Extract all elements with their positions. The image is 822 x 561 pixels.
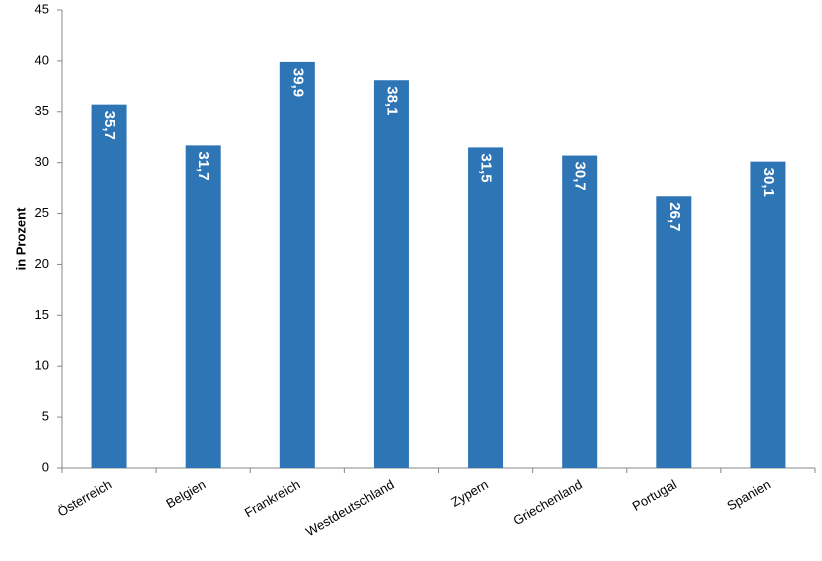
y-tick-label: 40 bbox=[35, 52, 49, 67]
y-tick-label: 45 bbox=[35, 1, 49, 16]
value-label: 31,5 bbox=[478, 153, 495, 182]
value-label: 26,7 bbox=[666, 202, 683, 231]
y-tick-label: 15 bbox=[35, 307, 49, 322]
value-label: 35,7 bbox=[101, 111, 118, 140]
x-tick-label: Portugal bbox=[630, 477, 680, 514]
y-tick-label: 25 bbox=[35, 205, 49, 220]
x-tick-label: Belgien bbox=[163, 477, 208, 512]
x-tick-label: Griechenland bbox=[510, 477, 584, 529]
y-tick-label: 30 bbox=[35, 154, 49, 169]
bar bbox=[91, 104, 127, 469]
bar bbox=[468, 147, 504, 468]
x-tick-label: Frankreich bbox=[242, 477, 303, 521]
x-tick-label: Österreich bbox=[55, 477, 114, 520]
x-tick-label: Spanien bbox=[724, 477, 773, 514]
y-tick-label: 35 bbox=[35, 103, 49, 118]
bar bbox=[373, 80, 409, 468]
y-tick-label: 10 bbox=[35, 358, 49, 373]
y-tick-label: 20 bbox=[35, 256, 49, 271]
x-tick-label: Zypern bbox=[448, 477, 491, 510]
value-label: 31,7 bbox=[195, 151, 212, 180]
x-tick-label: Westdeutschland bbox=[303, 477, 397, 540]
value-label: 38,1 bbox=[383, 86, 400, 115]
value-label: 30,7 bbox=[572, 162, 589, 191]
bar bbox=[279, 61, 315, 468]
y-tick-label: 0 bbox=[42, 459, 49, 474]
bar bbox=[562, 155, 598, 468]
bar bbox=[656, 196, 692, 468]
value-label: 39,9 bbox=[289, 68, 306, 97]
bar bbox=[750, 161, 786, 468]
value-label: 30,1 bbox=[760, 168, 777, 197]
y-tick-label: 5 bbox=[42, 409, 49, 424]
bar bbox=[185, 145, 221, 468]
y-axis-label: in Prozent bbox=[13, 207, 28, 271]
